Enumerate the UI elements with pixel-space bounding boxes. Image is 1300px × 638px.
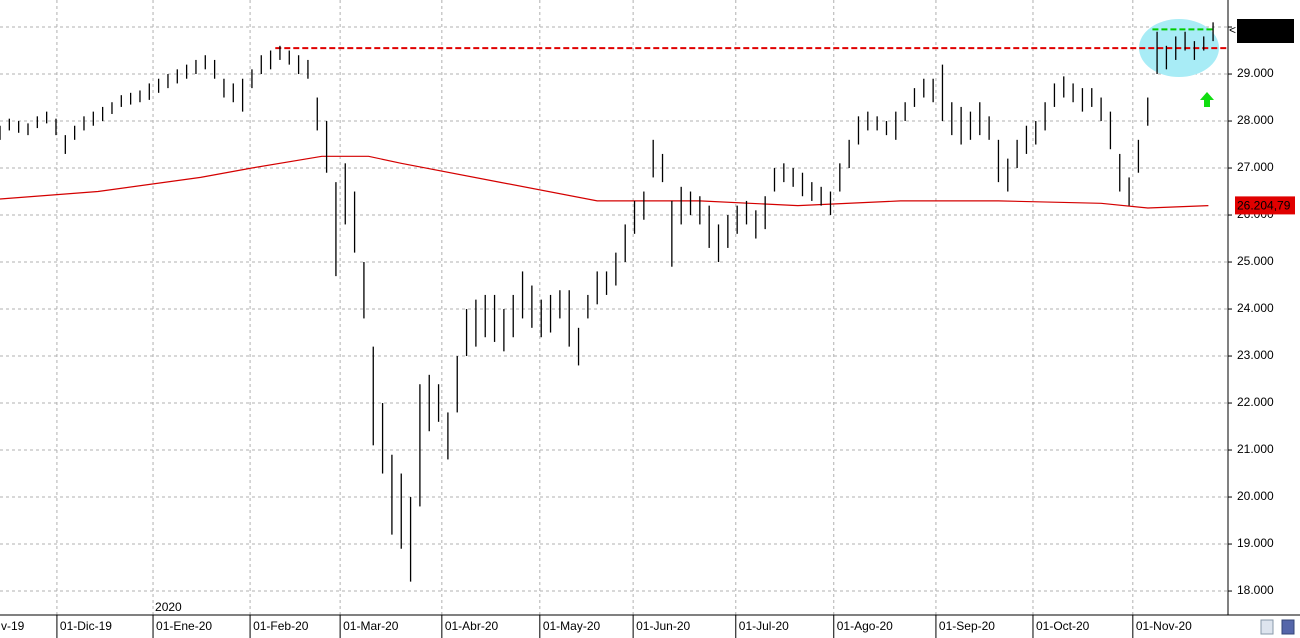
save-icon[interactable] [1281,619,1295,635]
y-tick-label: 22.000 [1237,395,1274,409]
x-tick-label: 01-Ene-20 [156,619,212,633]
year-label: 2020 [155,600,182,614]
up-arrow [1200,92,1214,107]
y-tick-label: 19.000 [1237,536,1274,550]
x-tick-label: 01-Sep-20 [939,619,995,633]
x-tick-label: 01-Abr-20 [445,619,499,633]
x-tick-label: 01-Nov-20 [1136,619,1192,633]
x-tick-label: 01-Ago-20 [837,619,893,633]
y-tick-label: 30.000 [1237,19,1274,33]
y-tick-label: 25.000 [1237,254,1274,268]
y-tick-label: 29.000 [1237,66,1274,80]
y-tick-label: 27.000 [1237,160,1274,174]
y-tick-label: 21.000 [1237,442,1274,456]
toolbar-icon[interactable] [1260,619,1274,635]
grid [0,0,1228,615]
ma-marker-label: 26.204,79 [1237,199,1291,213]
x-tick-label: 01-Mar-20 [343,619,399,633]
marks [0,22,1228,582]
y-tick-label: 18.000 [1237,583,1274,597]
x-tick-label: 01-Jul-20 [739,619,789,633]
x-tick-label: 01-Feb-20 [253,619,309,633]
x-tick-label: v-19 [1,619,25,633]
x-tick-label: 01-Oct-20 [1036,619,1090,633]
price-marker [1237,19,1294,43]
x-tick-label: 01-Dic-19 [60,619,112,633]
y-tick-label: 28.000 [1237,113,1274,127]
axes: 18.000 19.000 20.000 21.000 22.000 23.000 24.0… [1,19,1295,638]
moving-average [0,155,1209,209]
x-tick-label: 01-May-20 [543,619,601,633]
y-tick-label: 20.000 [1237,489,1274,503]
y-tick-label: 24.000 [1237,301,1274,315]
ma-marker [1235,196,1295,215]
y-tick-label: 23.000 [1237,348,1274,362]
price-pointer: < [1229,23,1236,37]
x-tick-label: 01-Jun-20 [636,619,690,633]
